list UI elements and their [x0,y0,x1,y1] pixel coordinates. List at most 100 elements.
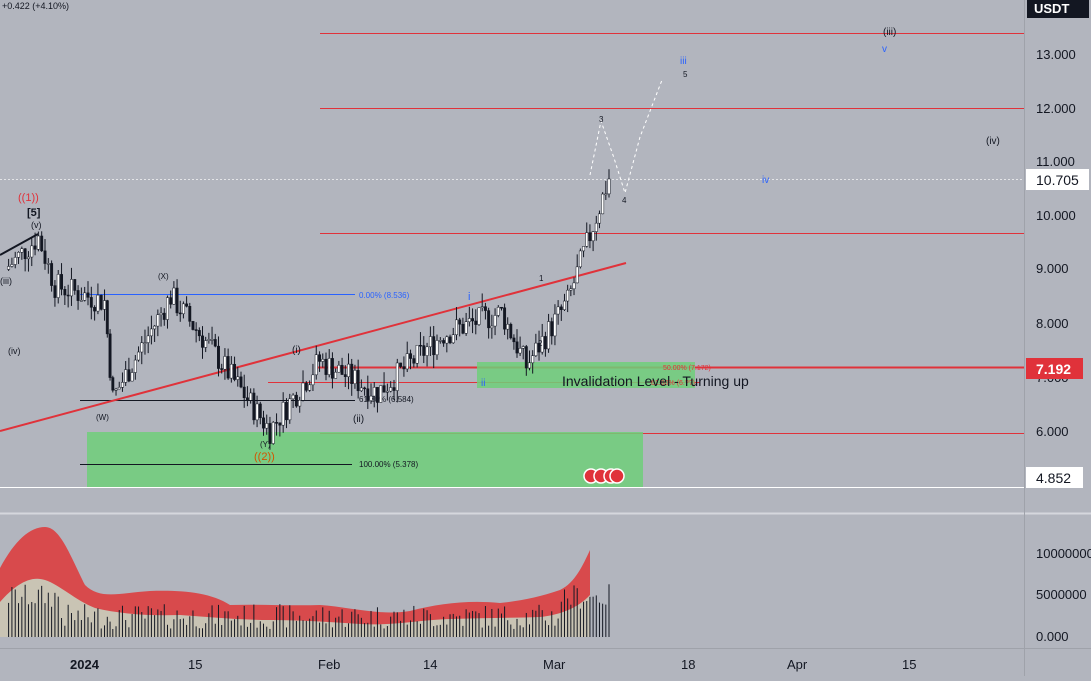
candlestick-series[interactable] [7,169,611,450]
candle-body[interactable] [405,353,409,370]
candle-body[interactable] [172,287,176,305]
candle-body[interactable] [70,279,73,297]
candle-body[interactable] [455,319,458,336]
candle-body[interactable] [334,371,338,379]
candle-body[interactable] [321,358,325,362]
candle-body[interactable] [210,339,214,341]
candle-body[interactable] [255,403,259,421]
candle-body[interactable] [137,351,140,361]
candle-body[interactable] [278,422,282,426]
time-axis[interactable]: 2024 15 Feb 14 Mar 18 Apr 15 [70,657,916,672]
candle-body[interactable] [268,423,272,444]
candle-body[interactable] [412,358,416,364]
candle-body[interactable] [347,363,350,377]
candle-body[interactable] [83,292,87,301]
candle-body[interactable] [43,250,47,264]
candle-body[interactable] [543,336,547,350]
candle-body[interactable] [563,300,566,310]
candle-body[interactable] [343,374,347,377]
candle-body[interactable] [503,307,507,330]
candle-body[interactable] [275,422,279,424]
candle-body[interactable] [181,303,185,315]
candle-body[interactable] [162,312,166,320]
candle-body[interactable] [178,312,182,315]
candle-body[interactable] [308,384,312,391]
candle-body[interactable] [201,335,204,348]
candle-body[interactable] [395,362,399,391]
candle-body[interactable] [477,307,481,325]
candle-body[interactable] [108,333,112,378]
candle-body[interactable] [359,387,363,392]
candle-body[interactable] [327,358,331,375]
candle-body[interactable] [419,344,422,347]
candle-body[interactable] [133,359,137,373]
candle-body[interactable] [166,297,169,320]
candle-body[interactable] [553,313,557,337]
candle-body[interactable] [487,310,491,329]
candle-body[interactable] [40,235,44,252]
candle-body[interactable] [207,339,211,341]
candle-body[interactable] [385,390,389,393]
candle-body[interactable] [149,328,153,337]
candle-body[interactable] [291,394,295,400]
candle-body[interactable] [572,282,576,290]
candle-body[interactable] [591,231,595,242]
candle-body[interactable] [20,248,24,253]
candle-body[interactable] [389,387,393,392]
candle-body[interactable] [458,319,462,325]
candle-body[interactable] [432,336,436,356]
candle-body[interactable] [23,248,27,260]
candle-body[interactable] [111,377,115,391]
candle-body[interactable] [524,346,528,369]
candle-body[interactable] [121,382,124,388]
candle-body[interactable] [233,363,237,380]
candle-body[interactable] [550,321,554,337]
candle-body[interactable] [285,402,288,421]
candle-body[interactable] [53,285,57,298]
candle-body[interactable] [185,303,189,307]
candle-body[interactable] [239,376,243,388]
candle-body[interactable] [350,363,354,384]
candle-body[interactable] [471,318,475,322]
candle-body[interactable] [288,398,292,421]
candle-body[interactable] [17,252,20,258]
candle-body[interactable] [515,341,519,354]
candle-body[interactable] [353,370,357,384]
candle-body[interactable] [245,397,249,401]
candle-body[interactable] [451,334,455,344]
candle-body[interactable] [556,306,560,315]
candle-body[interactable] [330,358,334,379]
candle-body[interactable] [89,297,93,308]
candle-body[interactable] [36,235,40,250]
support-zone[interactable] [87,432,643,487]
candle-body[interactable] [140,342,144,353]
candle-body[interactable] [607,178,611,195]
candle-body[interactable] [86,292,90,298]
candle-body[interactable] [242,386,246,398]
price-pane[interactable] [0,0,1024,487]
us-flag-icon[interactable] [609,468,625,484]
candle-body[interactable] [99,294,103,310]
candle-body[interactable] [512,337,516,343]
candle-body[interactable] [281,402,285,426]
candle-body[interactable] [226,356,230,379]
candle-body[interactable] [10,264,14,267]
candle-body[interactable] [425,346,429,356]
candle-body[interactable] [265,423,269,429]
candle-body[interactable] [534,342,538,356]
candle-body[interactable] [382,385,386,393]
candle-body[interactable] [50,263,54,286]
candle-body[interactable] [314,354,318,376]
candle-body[interactable] [27,256,30,260]
candle-body[interactable] [130,372,134,382]
candle-body[interactable] [188,306,192,322]
candle-body[interactable] [493,315,497,327]
candle-body[interactable] [127,369,131,382]
candle-body[interactable] [33,245,37,250]
candle-body[interactable] [79,300,83,302]
candle-body[interactable] [324,358,328,375]
candle-body[interactable] [311,374,315,386]
candle-body[interactable] [146,335,150,343]
candle-body[interactable] [117,387,121,390]
